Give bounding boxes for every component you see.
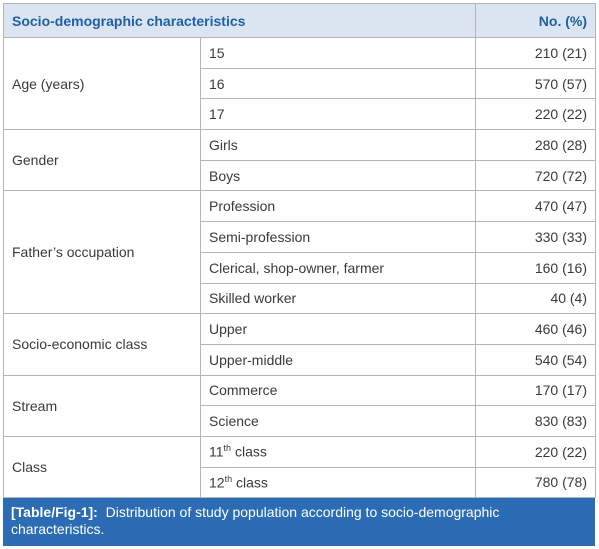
label-cell: Science <box>199 405 477 437</box>
label-text: 12 <box>209 474 225 491</box>
label-cell: Clerical, shop-owner, farmer <box>199 251 477 284</box>
table-row: Class 11th class 220 (22) <box>3 435 597 499</box>
caption-label: [Table/Fig-1]: <box>11 504 98 521</box>
label-rest: class <box>232 474 268 491</box>
label-text: Semi-profession <box>209 228 311 245</box>
label-text: 17 <box>209 106 225 123</box>
label-text: 16 <box>209 75 225 92</box>
label-text: Upper <box>209 321 248 338</box>
label-cell: 17 <box>199 98 477 131</box>
label-cell: Upper <box>199 313 477 345</box>
group-cell: Socio-economic class <box>3 313 201 376</box>
header-row: Socio-demographic characteristics No. (%… <box>2 3 597 38</box>
label-text: Profession <box>209 198 276 215</box>
table-row: Stream Commerce 170 (17) <box>3 374 597 437</box>
label-cell: 11th class <box>199 435 477 468</box>
header-cell: Socio-demographic characteristics <box>2 3 477 38</box>
table-row: Socio-economic class Upper 460 (46) <box>3 313 597 376</box>
value-cell: 330 (33) <box>475 221 597 253</box>
table-row: Upper-middle 540 (54) <box>4 343 597 376</box>
label-cell: Girls <box>199 129 477 161</box>
group-cell: Class <box>3 435 201 499</box>
table-row: Science 830 (83) <box>4 405 597 437</box>
value-cell: 720 (72) <box>475 159 597 192</box>
label-text: Boys <box>209 167 241 184</box>
value-cell: 570 (57) <box>475 67 597 100</box>
label-text: Commerce <box>209 382 278 399</box>
value-cell: 220 (22) <box>475 98 597 131</box>
value-cell: 470 (47) <box>475 190 597 223</box>
value-cell: 780 (78) <box>475 466 597 499</box>
group-cell: Stream <box>3 374 201 437</box>
value-cell: 540 (54) <box>475 343 597 376</box>
caption: [Table/Fig-1]: Distribution of study pop… <box>3 498 595 547</box>
label-cell: Semi-profession <box>199 221 477 253</box>
group-cell: Age (years) <box>3 36 201 131</box>
table-row: Boys 720 (72) <box>4 159 597 192</box>
table-row: 16 570 (57) <box>4 67 597 100</box>
value-cell: 170 (17) <box>475 374 597 407</box>
value-cell: 220 (22) <box>475 435 597 468</box>
table-row: Gender Girls 280 (28) <box>3 129 597 192</box>
table-row: 12th class 780 (78) <box>4 466 597 499</box>
label-text: Clerical, shop-owner, farmer <box>209 259 385 276</box>
header-cell: No. (%) <box>475 3 597 38</box>
label-text: 11 <box>209 444 224 461</box>
group-cell: Father’s occupation <box>3 190 201 315</box>
value-cell: 40 (4) <box>475 282 597 315</box>
caption-text: Distribution of study population accordi… <box>11 504 500 538</box>
label-cell: Upper-middle <box>199 343 477 376</box>
label-cell: 16 <box>199 67 477 100</box>
value-cell: 210 (21) <box>475 37 597 69</box>
label-rest: class <box>231 444 267 461</box>
table-row: Clerical, shop-owner, farmer 160 (16) <box>4 251 597 284</box>
label-cell: Commerce <box>199 374 477 407</box>
table-row: Age (years) 15 210 (21) <box>3 36 597 131</box>
value-cell: 460 (46) <box>475 313 597 345</box>
group-cell: Gender <box>3 129 201 192</box>
table: Socio-demographic characteristics No. (%… <box>2 3 597 499</box>
label-text: Science <box>209 413 259 430</box>
label-sup: th <box>224 474 233 485</box>
label-sup: th <box>223 443 232 454</box>
value-cell: 160 (16) <box>475 251 597 284</box>
label-cell: Boys <box>199 159 477 192</box>
table-body: Age (years) 15 210 (21) 16 570 (57) 17 220 (22… <box>3 36 597 499</box>
label-text: 15 <box>209 44 225 61</box>
value-cell: 280 (28) <box>475 129 597 161</box>
label-cell: Profession <box>199 190 477 223</box>
label-text: Girls <box>209 136 238 153</box>
label-cell: Skilled worker <box>199 282 477 315</box>
label-cell: 12th class <box>199 466 477 499</box>
label-text: Skilled worker <box>209 290 297 307</box>
table-row: Father’s occupation Profession 470 (47) <box>3 190 597 315</box>
table-row: Skilled worker 40 (4) <box>4 282 597 315</box>
value-cell: 830 (83) <box>475 405 597 437</box>
table-row: Semi-profession 330 (33) <box>4 221 597 253</box>
label-text: Upper-middle <box>209 351 294 368</box>
label-cell: 15 <box>199 37 477 69</box>
table-figure: Socio-demographic characteristics No. (%… <box>2 3 597 547</box>
